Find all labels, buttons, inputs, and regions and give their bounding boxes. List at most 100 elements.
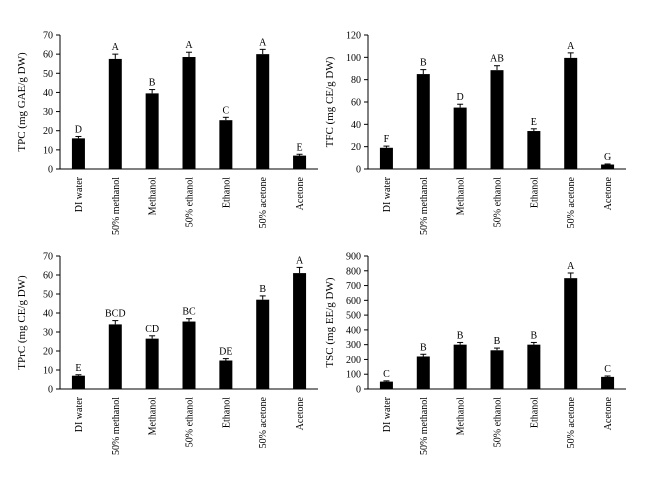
y-tick-label: 20 [43,126,53,137]
chart-panel-3: 0 10 20 30 40 50 60 70 TPrC (mg CE/g DW) E DI wate… [16,252,318,455]
significance-label: CD [145,324,159,335]
bar [490,70,504,169]
chart-panel-1: 0 10 20 30 40 50 60 70 TPC (mg GAE/g DW) D DI wate… [16,31,318,235]
y-tick-label: 100 [346,53,361,64]
y-tick-label: 20 [43,347,53,358]
significance-label: E [531,117,537,128]
bar [601,376,615,389]
x-tick-label: DI water [74,396,85,432]
bar [601,164,615,169]
significance-label: B [259,284,266,295]
y-tick-label: 900 [346,252,361,263]
x-tick-label: 50% acetone [258,176,269,228]
x-tick-label: 50% methanol [419,397,430,455]
significance-label: A [112,42,120,53]
bar [145,93,159,169]
significance-label: C [383,369,390,380]
bar [527,344,541,389]
y-tick-label: 30 [43,107,53,118]
y-tick-label: 70 [43,31,53,42]
y-axis-label: TSC (mg EE/g DW) [324,277,336,367]
significance-label: B [494,336,501,347]
x-tick-label: Methanol [456,177,467,216]
bar [293,273,307,389]
x-tick-label: 50% methanol [111,177,122,235]
significance-label: G [604,152,611,163]
bar [379,147,393,169]
y-axis-label: TPrC (mg CE/g DW) [16,275,28,370]
significance-label: B [149,78,156,89]
y-tick-label: 0 [356,385,361,396]
x-tick-label: 50% ethanol [493,177,504,227]
x-tick-label: 50% ethanol [493,397,504,447]
x-tick-label: 50% ethanol [185,177,196,227]
bar [182,57,196,170]
y-axis-label: TFC (mg CE/g DW) [324,56,336,147]
x-tick-label: DI water [74,176,85,212]
x-tick-label: DI water [382,396,393,432]
x-tick-label: Acetone [295,396,306,430]
x-tick-label: 50% acetone [566,176,577,228]
chart-panel-4: 0 100 200 300 400 500 600 700 800 900 TSC (mg EE/g… [324,252,626,455]
bar [108,58,122,169]
bar [293,155,307,169]
y-tick-label: 500 [346,311,361,322]
x-tick-label: DI water [382,176,393,212]
significance-label: A [296,255,304,266]
bar [416,356,430,389]
significance-label: A [259,37,267,48]
y-tick-label: 10 [43,145,53,156]
x-tick-label: 50% methanol [419,177,430,235]
y-tick-label: 40 [43,88,53,99]
bar [416,74,430,169]
y-tick-label: 50 [43,69,53,80]
bar [453,107,467,169]
y-tick-label: 30 [43,328,53,339]
bar [564,57,578,170]
x-tick-label: Ethanol [529,397,540,428]
y-tick-label: 400 [346,325,361,336]
y-tick-label: 10 [43,366,53,377]
significance-label: B [457,330,464,341]
x-tick-label: Acetone [603,176,614,210]
significance-label: B [420,58,427,69]
significance-label: C [223,105,230,116]
y-tick-label: 200 [346,355,361,366]
y-tick-label: 40 [351,120,361,131]
x-tick-label: 50% ethanol [185,397,196,447]
significance-label: D [457,92,464,103]
significance-label: BCD [105,309,126,320]
significance-label: AB [490,54,504,65]
bar [219,120,233,169]
y-tick-label: 60 [43,271,53,282]
bar [256,54,270,170]
x-tick-label: Methanol [148,397,159,436]
y-tick-label: 60 [43,50,53,61]
chart-panel-2: 0 20 40 60 80 100 120 TFC (mg CE/g DW) F DI water… [324,31,626,235]
significance-label: DE [219,347,232,358]
x-tick-label: Acetone [295,176,306,210]
x-tick-label: Ethanol [221,177,232,208]
bar [145,338,159,389]
significance-label: D [75,124,82,135]
bar [453,344,467,389]
significance-label: A [567,41,575,52]
y-tick-label: 700 [346,281,361,292]
bar [71,375,85,389]
y-tick-label: 20 [351,142,361,153]
bar [71,138,85,169]
bar [564,278,578,389]
y-tick-label: 40 [43,309,53,320]
x-tick-label: Acetone [603,396,614,430]
y-tick-label: 120 [346,31,361,42]
y-tick-label: 0 [48,385,53,396]
y-tick-label: 80 [351,75,361,86]
y-tick-label: 70 [43,252,53,263]
significance-label: BC [182,307,196,318]
bar [219,360,233,389]
significance-label: B [531,330,538,341]
y-tick-label: 100 [346,370,361,381]
y-tick-label: 50 [43,290,53,301]
bar [379,381,393,389]
